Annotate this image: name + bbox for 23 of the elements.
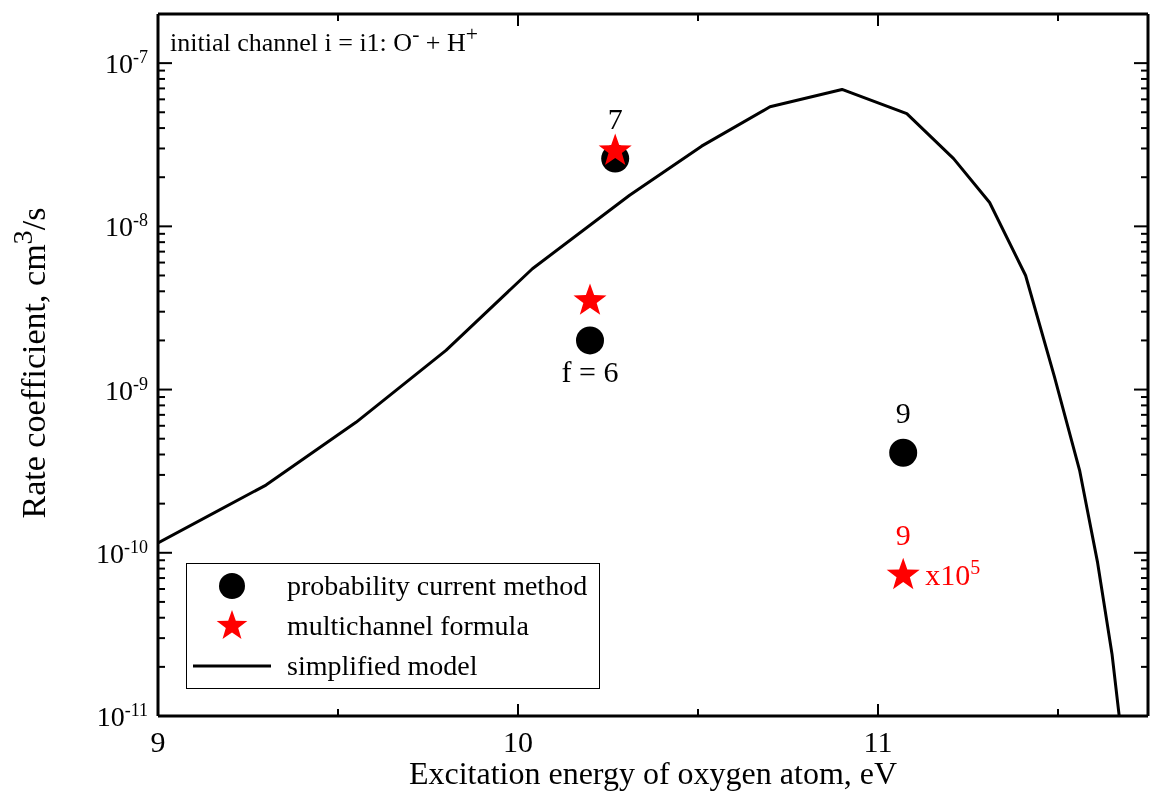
legend-label: probability current method <box>287 570 588 602</box>
annotation: 7 <box>607 101 623 135</box>
point <box>598 133 632 165</box>
point <box>886 557 920 590</box>
legend-label: multichannel formula <box>287 610 529 642</box>
y-tick-label: 10$^{-11}$ <box>96 700 148 732</box>
point <box>889 438 918 467</box>
annotation: f = 6 <box>561 355 619 389</box>
x-tick-label: 9 <box>150 725 166 758</box>
annotation: x10$^{5}$ <box>925 556 981 592</box>
y-tick-label: 10$^{-7}$ <box>105 47 148 80</box>
x-tick-label: 10 <box>503 725 533 758</box>
y-tick-label: 10$^{-10}$ <box>96 536 148 569</box>
y-tick-label: 10$^{-9}$ <box>105 373 148 406</box>
chart-title: initial channel i = i1: O$^{-}$ + H$^{+}$ <box>170 22 479 58</box>
point <box>576 326 604 355</box>
x-axis-title: Excitation energy of oxygen atom, eV <box>408 755 898 791</box>
annotation: 9 <box>895 395 911 429</box>
legend-label: simplified model <box>287 650 478 682</box>
x-tick-label: 11 <box>863 725 893 758</box>
annotation: 9 <box>895 518 911 552</box>
point <box>573 283 607 315</box>
y-tick-label: 10$^{-8}$ <box>105 210 148 243</box>
